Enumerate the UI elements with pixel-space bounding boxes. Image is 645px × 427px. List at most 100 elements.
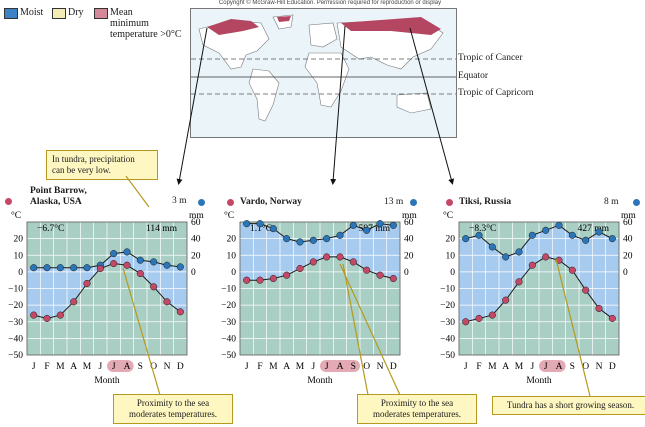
- temperature-point: [542, 253, 550, 261]
- temperature-point: [595, 304, 603, 313]
- temp-marker-barrow: [5, 198, 12, 205]
- precipitation-point: [243, 220, 251, 228]
- elevation-vardo: 13 m: [384, 197, 404, 207]
- month-label: F: [44, 362, 49, 372]
- callout-leader: [342, 263, 369, 396]
- month-label: J: [530, 362, 534, 372]
- precip-marker-barrow: [198, 199, 205, 206]
- precipitation-point: [542, 226, 550, 234]
- y-tick-temp: −10: [221, 285, 236, 295]
- mean-temp-label: −8.3°C: [469, 223, 496, 234]
- precipitation-point: [595, 228, 603, 236]
- month-label: A: [124, 362, 131, 372]
- temperature-point: [123, 261, 131, 269]
- month-label: J: [245, 362, 249, 372]
- precipitation-point: [568, 231, 576, 239]
- elevation-barrow: 3 m: [172, 196, 187, 206]
- month-label: J: [98, 362, 102, 372]
- temperature-point: [283, 271, 291, 279]
- precipitation-point: [475, 231, 483, 239]
- callout-sea-1-line-2: moderates temperatures.: [129, 409, 217, 419]
- temp-marker-tiksi: [446, 199, 453, 206]
- station-barrow-line-2: Alaska, USA: [30, 197, 82, 207]
- y-unit-temp: °C: [224, 210, 234, 221]
- callout-tundra-precip-line-2: can be very low.: [52, 165, 111, 175]
- month-label: A: [283, 362, 290, 372]
- temperature-point: [176, 308, 184, 316]
- precipitation-point: [336, 231, 344, 239]
- y-tick-temp: −50: [8, 351, 23, 361]
- temperature-point: [296, 265, 304, 273]
- y-tick-temp: 20: [14, 235, 24, 245]
- y-tick-precip: 40: [404, 235, 414, 245]
- temperature-point: [323, 253, 331, 261]
- copyright-notice: Copyright © McGraw-Hill Education. Permi…: [218, 0, 442, 6]
- temperature-point: [349, 258, 357, 266]
- y-tick-temp: −40: [440, 334, 455, 344]
- growing-season-highlight: [539, 360, 566, 372]
- elevation-tiksi: 8 m: [604, 197, 619, 207]
- month-label: M: [269, 362, 278, 372]
- precipitation-point: [56, 264, 64, 272]
- y-tick-temp: 10: [14, 251, 24, 261]
- y-tick-precip: 20: [191, 251, 201, 261]
- month-label: F: [476, 362, 481, 372]
- callout-leader: [122, 267, 161, 396]
- y-unit-temp: °C: [443, 210, 453, 221]
- station-barrow-line-1: Point Barrow,: [30, 186, 87, 196]
- y-tick-precip: 60: [191, 218, 201, 228]
- month-label: D: [609, 362, 616, 372]
- temperature-point: [256, 276, 264, 284]
- precipitation-point: [309, 236, 317, 244]
- precipitation-point: [256, 220, 264, 228]
- precip-marker-tiksi: [633, 199, 640, 206]
- month-label: M: [83, 362, 92, 372]
- month-label: O: [582, 362, 589, 372]
- temperature-point: [608, 314, 616, 322]
- precipitation-point: [528, 231, 536, 239]
- temperature-point: [30, 311, 38, 319]
- temperature-point: [528, 261, 536, 269]
- callout-tundra-precip-line-1: In tundra, precipitation: [52, 154, 135, 164]
- station-vardo-line-1: Vardo, Norway: [240, 197, 302, 207]
- mean-swatch: [94, 8, 108, 19]
- y-tick-temp: 20: [446, 235, 456, 245]
- precipitation-point: [269, 225, 277, 233]
- legend-dry-label: Dry: [68, 7, 84, 18]
- precipitation-point: [488, 243, 496, 251]
- x-axis-label: Month: [307, 376, 333, 386]
- y-tick-temp: −50: [221, 351, 236, 361]
- temperature-point: [389, 274, 397, 283]
- precipitation-point: [296, 238, 304, 246]
- station-title-tiksi: Tiksi, Russia: [459, 197, 511, 208]
- y-tick-temp: −30: [8, 318, 23, 328]
- temperature-point: [43, 314, 51, 322]
- y-tick-precip: 20: [404, 251, 414, 261]
- temperature-point: [243, 276, 251, 284]
- temperature-point: [309, 258, 317, 266]
- month-label: M: [296, 362, 305, 372]
- callout-leader: [125, 175, 150, 208]
- y-tick-temp: 10: [227, 251, 237, 261]
- mean-temp-label: −6.7°C: [37, 223, 64, 234]
- x-axis-label: Month: [526, 376, 552, 386]
- y-tick-precip: 0: [623, 268, 628, 278]
- temperature-point: [488, 311, 496, 319]
- annual-precip-label: 427 mm: [578, 224, 610, 234]
- moist-swatch: [4, 8, 18, 19]
- temp-marker-vardo: [227, 199, 234, 206]
- y-tick-temp: −20: [440, 301, 455, 311]
- plot-frame: [458, 221, 620, 356]
- callout-sea-2-line-1: Proximity to the sea: [380, 398, 454, 408]
- callout-leader: [555, 258, 591, 397]
- y-tick-precip: 60: [623, 218, 633, 228]
- station-tiksi-line-1: Tiksi, Russia: [459, 197, 512, 207]
- y-tick-temp: −40: [221, 334, 236, 344]
- chart-2: 20 10 0 −10 −20 −30 −40 −50 60 40 20 0 °C mm −8.3°C 427…: [440, 210, 636, 386]
- temperature-point: [336, 253, 344, 261]
- precipitation-point: [582, 236, 590, 244]
- station-title-vardo: Vardo, Norway: [240, 197, 302, 208]
- y-tick-precip: 20: [623, 251, 633, 261]
- plot-frame: [26, 221, 188, 356]
